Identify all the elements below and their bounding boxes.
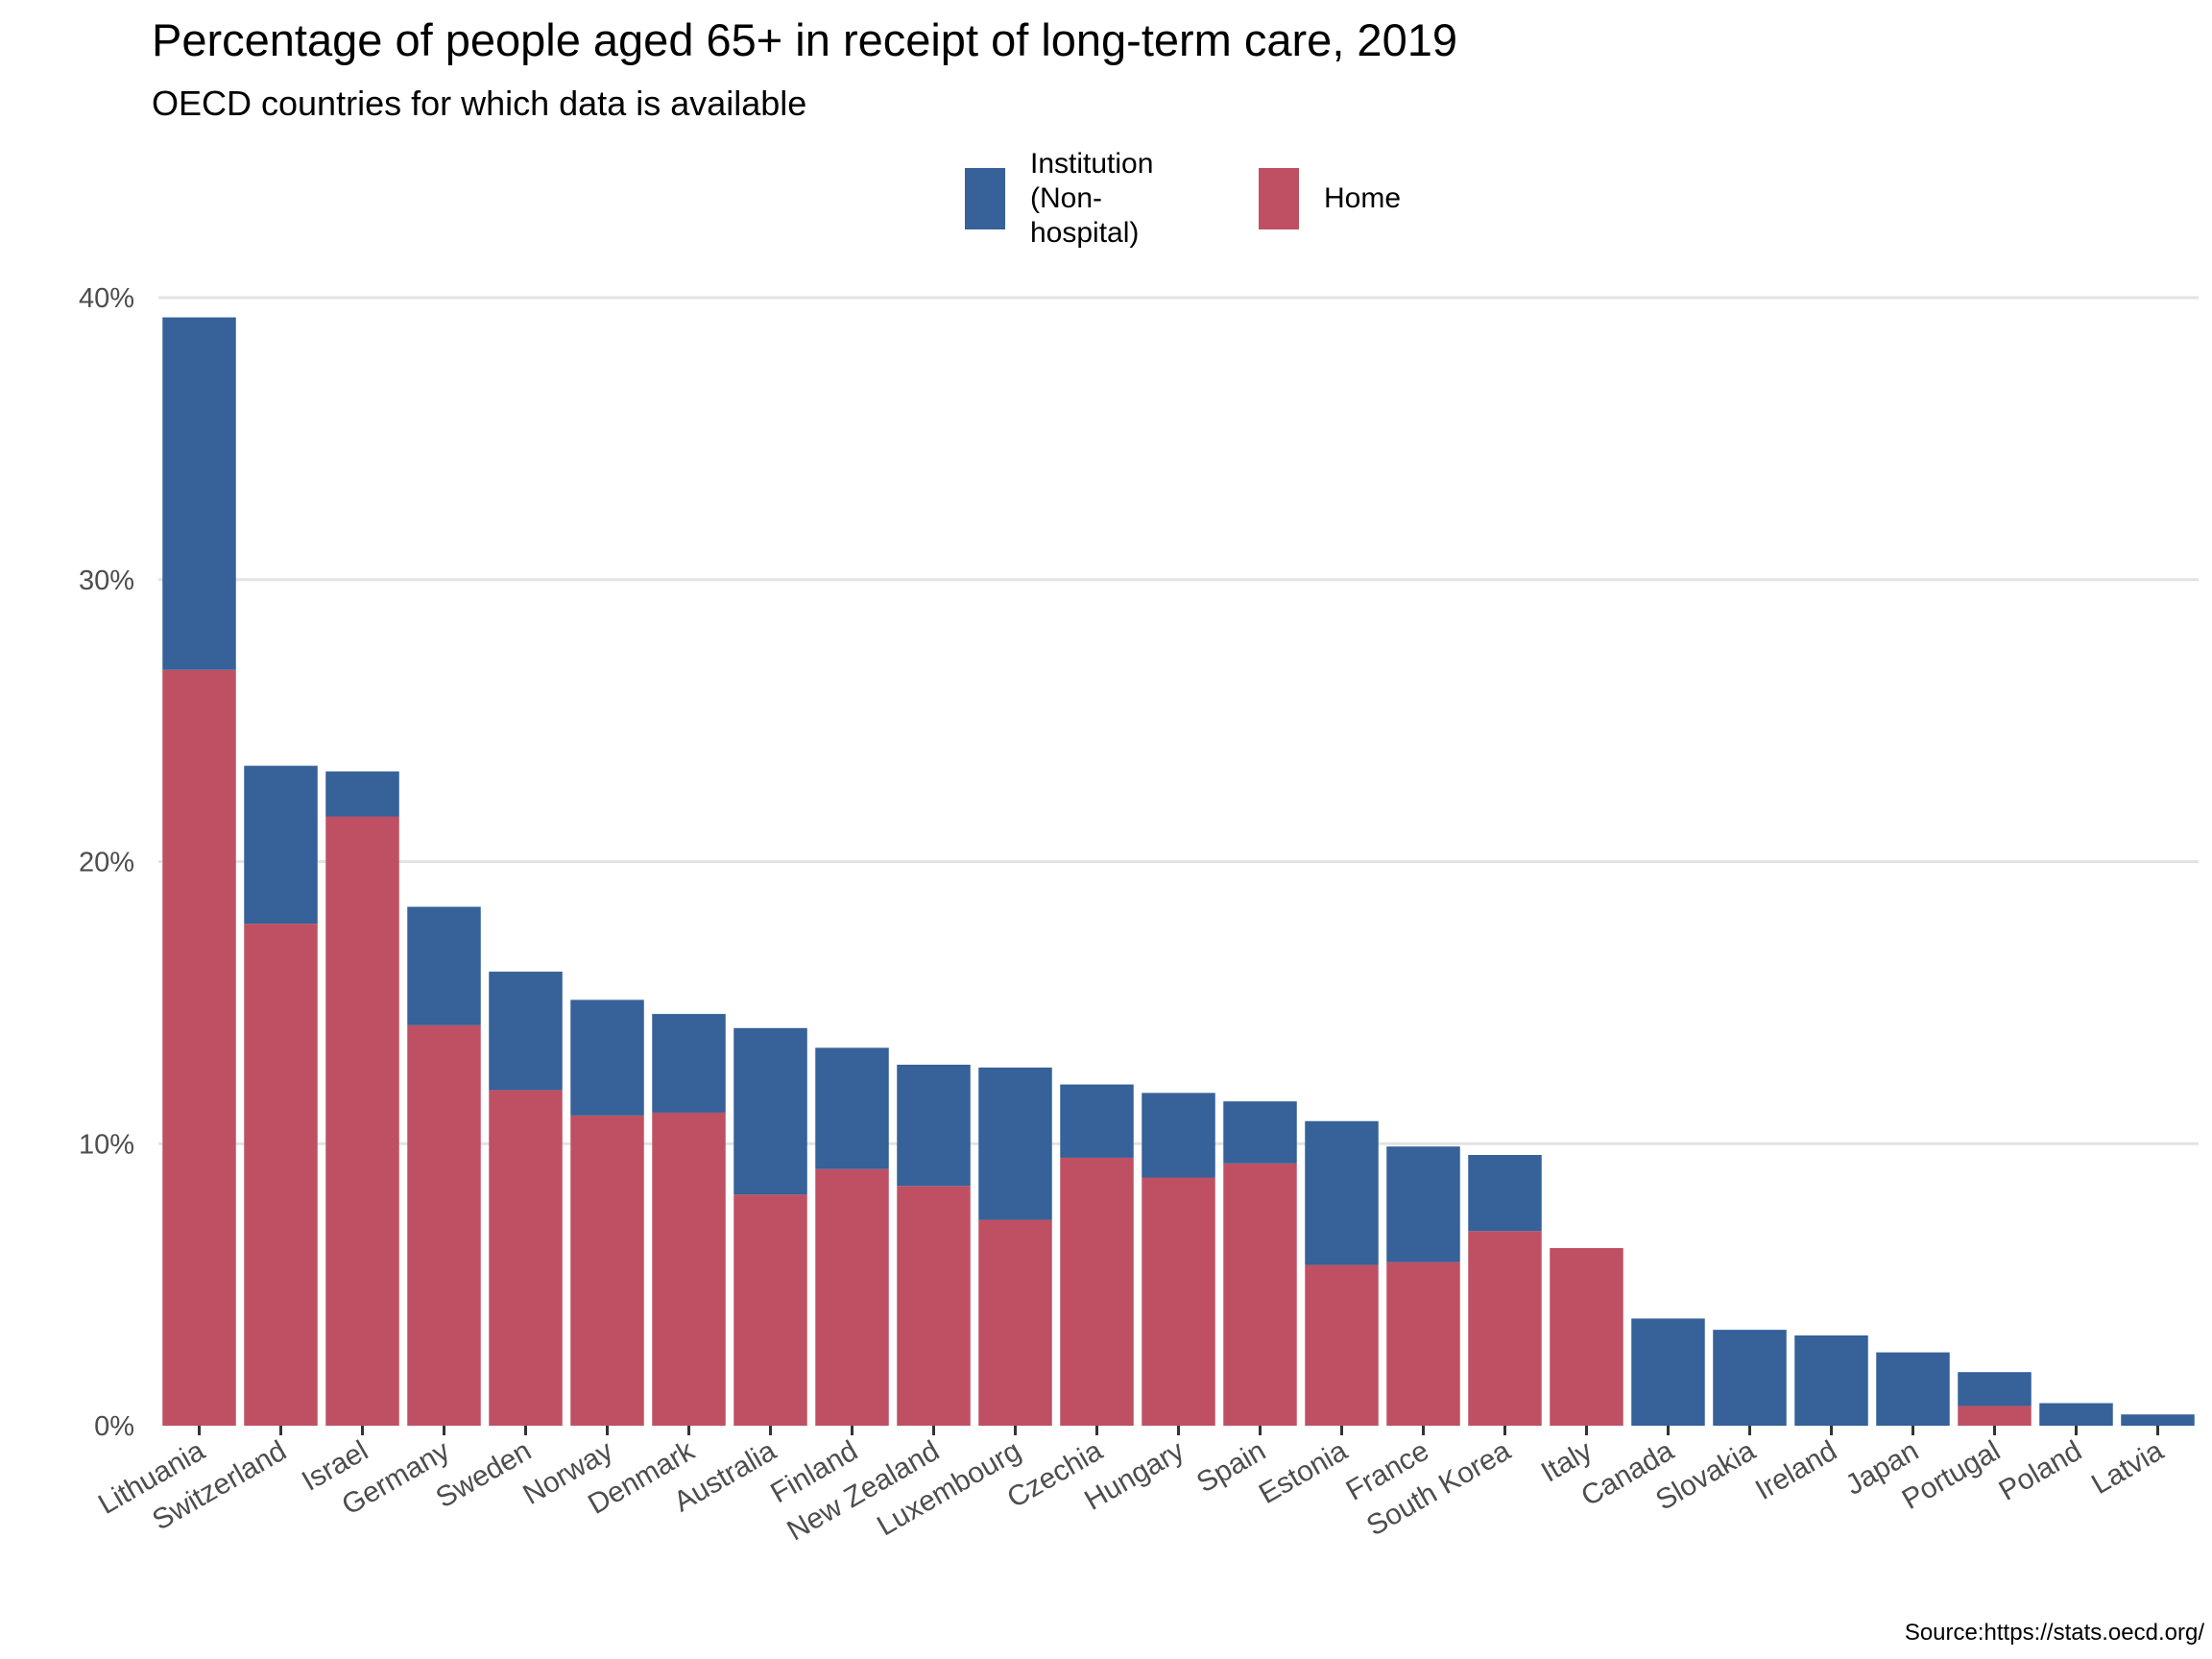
bar-home [978, 1219, 1052, 1426]
y-tick-label: 10% [79, 1129, 134, 1160]
bar-home [489, 1090, 563, 1426]
bar-institution [1958, 1372, 2032, 1407]
chart-subtitle: OECD countries for which data is availab… [152, 84, 807, 123]
bar-home [325, 816, 399, 1426]
bar-institution [1713, 1330, 1787, 1426]
bar-institution [489, 972, 563, 1091]
x-tick-label: Latvia [2086, 1434, 2169, 1501]
bar-home [1142, 1177, 1215, 1426]
bar-institution [978, 1067, 1052, 1220]
source-note: Source:https://stats.oecd.org/ [1904, 1620, 2204, 1646]
y-tick-label: 40% [79, 283, 134, 314]
bar-home [1468, 1231, 1542, 1426]
bar-home [652, 1112, 726, 1426]
bar-home [407, 1024, 481, 1426]
bar-home [897, 1186, 971, 1426]
bar-home [733, 1194, 807, 1426]
bar-institution [815, 1047, 889, 1169]
bar-institution [733, 1027, 807, 1195]
bar-home [1386, 1262, 1460, 1426]
bar-institution [1386, 1146, 1460, 1262]
bar-institution [325, 771, 399, 817]
x-tick-label: Poland [1994, 1434, 2087, 1506]
bar-institution [2039, 1403, 2113, 1426]
bar-institution [2121, 1414, 2195, 1426]
bar-institution [1631, 1318, 1705, 1426]
bar-institution [570, 999, 644, 1116]
y-tick-label: 30% [79, 565, 134, 596]
bar-institution [1060, 1084, 1134, 1158]
bar-institution [407, 906, 481, 1025]
bar-home [1060, 1157, 1134, 1426]
bar-home [1223, 1163, 1297, 1426]
bar-home [1550, 1247, 1623, 1426]
bar-home [1305, 1264, 1379, 1426]
bar-home [1958, 1406, 2032, 1426]
x-tick-label: Estonia [1254, 1434, 1353, 1510]
x-tick-label: Ireland [1750, 1434, 1842, 1505]
legend-key-institution [965, 168, 1005, 229]
bar-institution [162, 317, 236, 670]
bar-institution [897, 1065, 971, 1187]
bar-home [162, 669, 236, 1426]
bar-institution [1223, 1101, 1297, 1164]
bar-home [244, 924, 318, 1426]
bar-institution [1142, 1093, 1215, 1178]
bar-institution [1876, 1352, 1950, 1426]
legend-label-home: Home [1324, 182, 1402, 214]
bar-institution [244, 765, 318, 925]
bar-institution [652, 1014, 726, 1113]
bar-institution [1794, 1335, 1868, 1426]
bar-home [570, 1115, 644, 1426]
legend-key-home [1259, 168, 1299, 229]
y-tick-label: 0% [94, 1411, 134, 1442]
bar-home [815, 1168, 889, 1426]
x-tick-label: Sweden [431, 1434, 537, 1514]
bar-institution [1468, 1155, 1542, 1232]
bar-institution [1305, 1120, 1379, 1265]
y-tick-label: 20% [79, 848, 134, 878]
chart-title: Percentage of people aged 65+ in receipt… [152, 14, 1457, 65]
